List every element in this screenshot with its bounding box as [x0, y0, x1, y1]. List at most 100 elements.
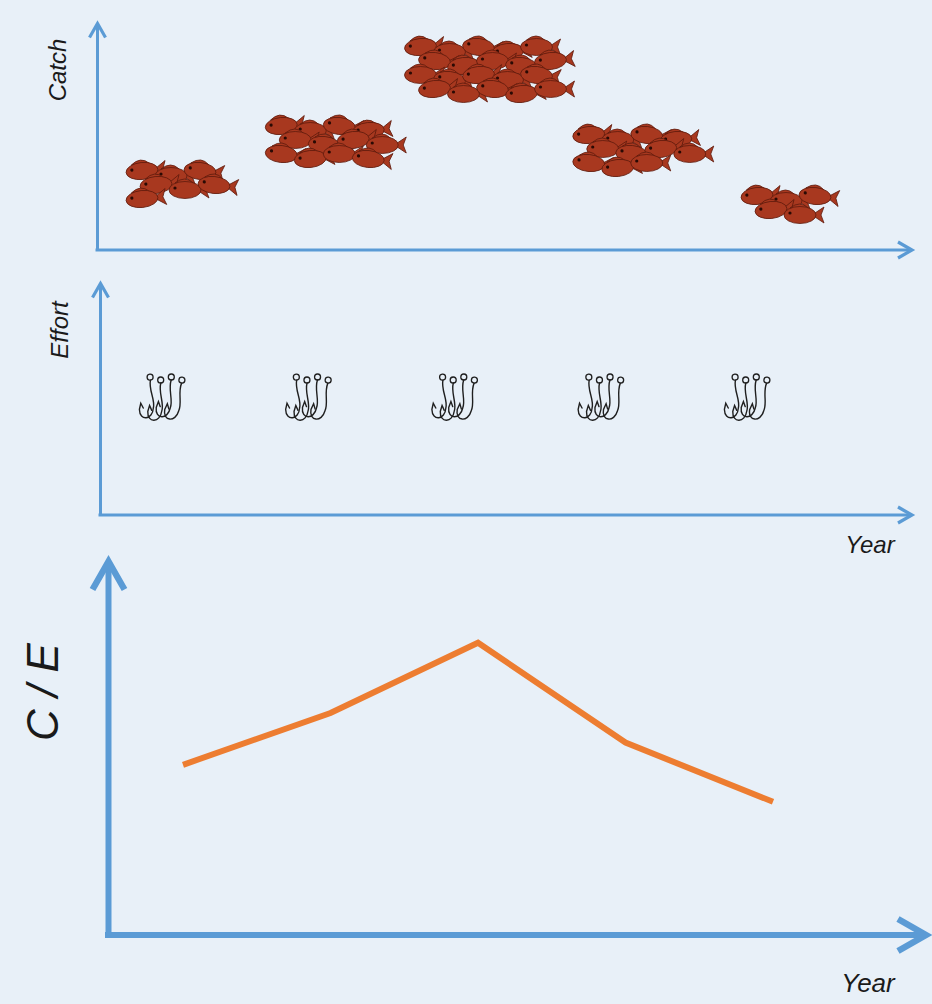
fish-pile — [403, 34, 575, 105]
fish-body — [351, 149, 385, 169]
hook-eye — [293, 374, 300, 381]
hook-eye — [753, 374, 759, 380]
fish-eye — [635, 159, 638, 162]
x-axis — [96, 250, 911, 251]
fish-eye — [759, 207, 763, 211]
y-axis — [97, 26, 98, 251]
fish-eye — [409, 71, 412, 74]
hook-group — [136, 374, 185, 421]
fish-eye — [452, 63, 456, 67]
fish-eye — [284, 136, 287, 139]
panel: C / E Year — [18, 566, 922, 999]
fish-body — [505, 84, 539, 104]
fish-body — [197, 175, 231, 195]
x-axis-title: Year — [845, 531, 895, 558]
fish-eye — [409, 44, 413, 48]
hook-eye — [743, 377, 749, 383]
x-axis-title: Year — [841, 968, 896, 998]
hook-eye — [314, 374, 320, 380]
hook-group — [428, 374, 477, 421]
fish-body — [798, 186, 832, 206]
y-axis-title: Catch — [44, 39, 71, 102]
fish-eye — [144, 182, 148, 186]
fish-eye — [423, 56, 427, 60]
hook-shank — [429, 380, 448, 418]
hook — [749, 376, 770, 421]
hook-group — [575, 374, 624, 421]
fish-eye — [269, 123, 273, 127]
fish-body — [601, 158, 635, 178]
plot-area — [136, 374, 770, 421]
fish-eye — [452, 90, 455, 93]
fish — [125, 186, 167, 210]
fish-body — [418, 79, 452, 99]
fish-eye — [510, 91, 514, 95]
fish-body — [323, 146, 355, 163]
hook-shank — [749, 382, 768, 420]
fish-eye — [481, 84, 485, 88]
hook — [456, 376, 477, 421]
hook — [602, 376, 623, 421]
fish-body — [572, 153, 606, 173]
fish — [535, 78, 575, 98]
fish-eye — [298, 156, 302, 160]
x-axis-line — [99, 514, 911, 517]
fish-eye — [341, 137, 345, 141]
plot-area — [183, 643, 773, 802]
fish-eye — [606, 165, 610, 169]
panel: Catch — [44, 26, 910, 251]
hook-eye — [617, 377, 624, 384]
fish-eye — [510, 61, 514, 65]
hook-shank — [310, 382, 329, 420]
hook-group — [282, 374, 331, 421]
hook-eye — [325, 377, 332, 384]
hook-eye — [168, 374, 174, 380]
hook-shank — [283, 380, 302, 418]
hook — [439, 377, 458, 421]
hook-eye — [450, 377, 456, 383]
fish — [674, 143, 714, 163]
hook-group — [721, 374, 770, 421]
hook-eye — [461, 374, 467, 380]
x-axis-line — [105, 932, 922, 938]
fish-eye — [649, 146, 653, 150]
plot-area — [125, 34, 840, 224]
hook-eye — [147, 374, 154, 381]
fish-eye — [678, 150, 681, 153]
fish-eye — [804, 191, 808, 195]
hook — [721, 374, 742, 419]
hook-shank — [439, 383, 455, 420]
hook-shank — [293, 383, 309, 420]
fish-eye — [591, 145, 594, 148]
fish-eye — [539, 85, 542, 88]
hook-eye — [158, 377, 164, 383]
hook — [575, 374, 596, 419]
x-axis-line — [96, 249, 911, 252]
hook — [585, 377, 604, 421]
fish-pile — [740, 183, 840, 224]
y-axis — [108, 566, 109, 936]
fish — [798, 183, 840, 207]
hook-eye — [179, 377, 186, 384]
hook — [136, 374, 157, 419]
y-axis-line — [106, 566, 112, 936]
hook — [147, 377, 166, 421]
fish-eye — [635, 130, 639, 134]
fish-eye — [467, 72, 471, 76]
hook-shank — [456, 382, 475, 420]
y-axis-title: Effort — [46, 300, 73, 359]
fish — [784, 204, 824, 224]
fish-eye — [577, 132, 581, 136]
fish-eye — [270, 149, 274, 153]
fish-eye — [525, 70, 529, 74]
fish-eye — [539, 58, 543, 62]
hook-shank — [602, 382, 621, 420]
fish-body — [674, 146, 706, 163]
hook — [282, 374, 303, 419]
fish-eye — [788, 211, 791, 214]
fish-eye — [467, 42, 471, 46]
y-axis-title: C / E — [18, 642, 67, 740]
fish-body — [125, 189, 159, 209]
y-axis — [100, 286, 101, 516]
fish-body — [476, 79, 510, 99]
